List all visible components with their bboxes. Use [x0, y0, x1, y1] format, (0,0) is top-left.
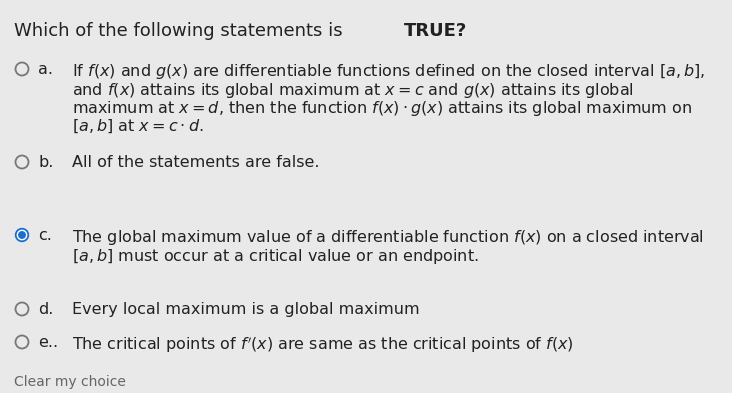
Text: $[a, b]$ must occur at a critical value or an endpoint.: $[a, b]$ must occur at a critical value … — [72, 246, 479, 266]
Text: $[a, b]$ at $x = c \cdot d$.: $[a, b]$ at $x = c \cdot d$. — [72, 118, 203, 135]
Text: maximum at $x = d$, then the function $f(x) \cdot g(x)$ attains its global maxim: maximum at $x = d$, then the function $f… — [72, 99, 692, 118]
Text: The global maximum value of a differentiable function $f(x)$ on a closed interva: The global maximum value of a differenti… — [72, 228, 704, 247]
Text: c.: c. — [38, 228, 52, 243]
Text: If $f(x)$ and $g(x)$ are differentiable functions defined on the closed interval: If $f(x)$ and $g(x)$ are differentiable … — [72, 62, 705, 81]
Text: The critical points of $f'(x)$ are same as the critical points of $f(x)$: The critical points of $f'(x)$ are same … — [72, 335, 574, 355]
Circle shape — [18, 230, 26, 240]
Text: All of the statements are false.: All of the statements are false. — [72, 155, 319, 170]
Text: e..: e.. — [38, 335, 58, 350]
Text: Clear my choice: Clear my choice — [14, 375, 126, 389]
Text: TRUE?: TRUE? — [404, 22, 467, 40]
Text: and $f(x)$ attains its global maximum at $x = c$ and $g(x)$ attains its global: and $f(x)$ attains its global maximum at… — [72, 81, 634, 99]
Text: b.: b. — [38, 155, 53, 170]
Text: Every local maximum is a global maximum: Every local maximum is a global maximum — [72, 302, 419, 317]
Text: d.: d. — [38, 302, 53, 317]
Circle shape — [15, 228, 29, 242]
Circle shape — [19, 232, 25, 238]
Text: Which of the following statements is: Which of the following statements is — [14, 22, 348, 40]
Text: a.: a. — [38, 62, 53, 77]
